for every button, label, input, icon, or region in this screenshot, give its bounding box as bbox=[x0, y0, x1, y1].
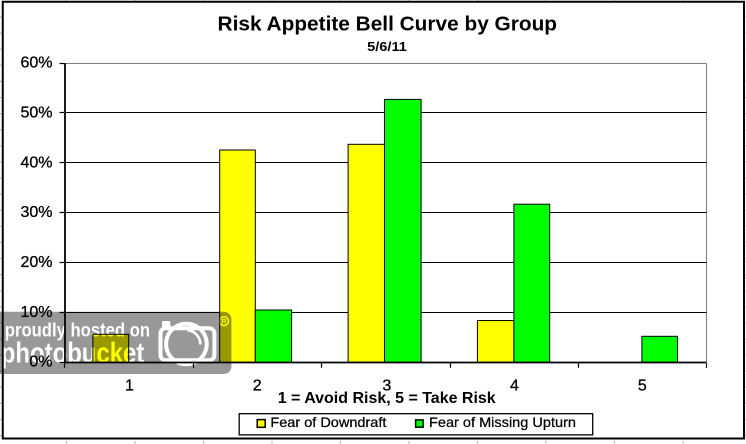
svg-text:4: 4 bbox=[510, 378, 519, 395]
svg-text:3: 3 bbox=[382, 378, 391, 395]
svg-text:Fear of Missing Upturn: Fear of Missing Upturn bbox=[429, 414, 576, 430]
svg-text:20%: 20% bbox=[20, 254, 52, 271]
svg-text:R: R bbox=[222, 319, 227, 326]
svg-text:Fear of Downdraft: Fear of Downdraft bbox=[270, 414, 386, 430]
svg-text:1: 1 bbox=[125, 378, 134, 395]
svg-text:5: 5 bbox=[638, 378, 647, 395]
svg-text:30%: 30% bbox=[20, 204, 52, 221]
svg-text:40%: 40% bbox=[20, 154, 52, 171]
svg-text:proudly hosted on: proudly hosted on bbox=[5, 320, 150, 341]
svg-text:60%: 60% bbox=[20, 55, 52, 72]
svg-text:50%: 50% bbox=[20, 104, 52, 121]
svg-text:Risk Appetite Bell Curve by Gr: Risk Appetite Bell Curve by Group bbox=[218, 14, 558, 36]
svg-text:1 = Avoid Risk, 5 = Take Risk: 1 = Avoid Risk, 5 = Take Risk bbox=[278, 390, 496, 407]
svg-text:5/6/11: 5/6/11 bbox=[367, 39, 407, 54]
svg-text:2: 2 bbox=[253, 378, 262, 395]
svg-text:photobucket: photobucket bbox=[1, 338, 145, 370]
